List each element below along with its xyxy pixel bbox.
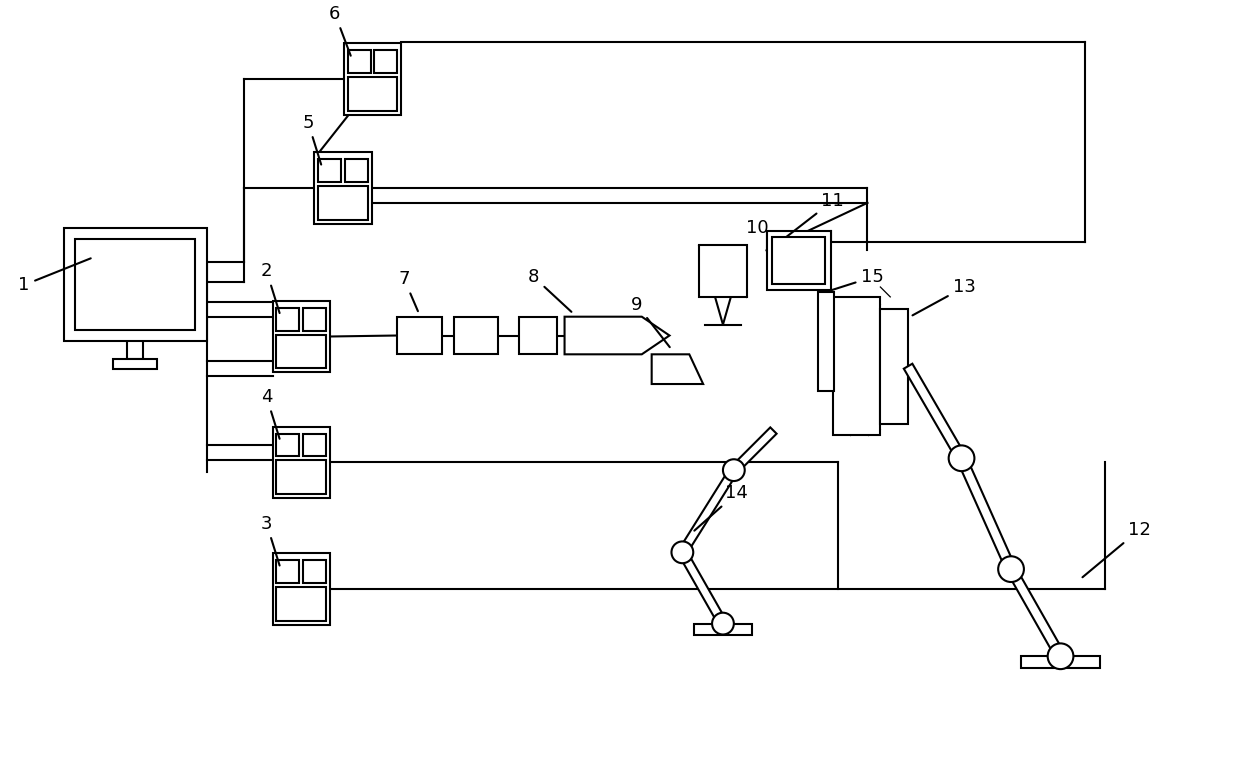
FancyBboxPatch shape <box>833 297 881 436</box>
FancyBboxPatch shape <box>276 587 326 620</box>
FancyBboxPatch shape <box>699 245 747 297</box>
FancyBboxPatch shape <box>276 460 326 494</box>
FancyBboxPatch shape <box>304 434 326 456</box>
Polygon shape <box>679 550 727 626</box>
Polygon shape <box>1007 567 1064 658</box>
FancyBboxPatch shape <box>63 228 207 341</box>
Circle shape <box>712 613 733 635</box>
Circle shape <box>1048 643 1073 669</box>
FancyBboxPatch shape <box>772 236 825 284</box>
FancyBboxPatch shape <box>318 186 368 219</box>
Text: 14: 14 <box>694 484 748 530</box>
Circle shape <box>672 542 694 563</box>
FancyBboxPatch shape <box>348 50 370 73</box>
Text: 11: 11 <box>787 192 844 237</box>
Polygon shape <box>679 468 737 555</box>
Polygon shape <box>957 456 1016 572</box>
FancyBboxPatch shape <box>304 560 326 583</box>
FancyBboxPatch shape <box>767 231 831 290</box>
Text: 7: 7 <box>399 270 418 311</box>
FancyBboxPatch shape <box>318 159 341 182</box>
FancyBboxPatch shape <box>343 43 401 115</box>
FancyBboxPatch shape <box>348 77 398 110</box>
Polygon shape <box>565 317 669 354</box>
FancyBboxPatch shape <box>273 427 330 498</box>
FancyBboxPatch shape <box>304 308 326 331</box>
FancyBboxPatch shape <box>315 152 372 223</box>
Text: 5: 5 <box>302 114 321 165</box>
Circle shape <box>722 459 745 481</box>
Text: 15: 15 <box>829 268 883 291</box>
Polygon shape <box>731 427 777 473</box>
Text: 12: 12 <box>1083 520 1151 578</box>
FancyBboxPatch shape <box>881 309 908 424</box>
Text: 4: 4 <box>261 388 280 439</box>
Polygon shape <box>652 354 704 384</box>
FancyBboxPatch shape <box>273 301 330 372</box>
Circle shape <box>999 556 1023 582</box>
FancyBboxPatch shape <box>818 292 834 391</box>
Text: 13: 13 <box>912 278 976 315</box>
FancyBboxPatch shape <box>694 623 752 636</box>
FancyBboxPatch shape <box>276 308 300 331</box>
FancyBboxPatch shape <box>374 50 398 73</box>
FancyBboxPatch shape <box>276 560 300 583</box>
Text: 6: 6 <box>330 5 351 56</box>
FancyBboxPatch shape <box>1021 656 1100 668</box>
FancyBboxPatch shape <box>76 239 196 330</box>
FancyBboxPatch shape <box>519 317 556 354</box>
Text: 10: 10 <box>746 219 769 236</box>
FancyBboxPatch shape <box>273 553 330 625</box>
Text: 8: 8 <box>528 268 571 312</box>
FancyBboxPatch shape <box>398 317 442 354</box>
FancyBboxPatch shape <box>344 159 368 182</box>
FancyBboxPatch shape <box>453 317 498 354</box>
Polygon shape <box>903 363 966 461</box>
Text: 2: 2 <box>261 262 280 313</box>
FancyBboxPatch shape <box>276 335 326 368</box>
Text: 1: 1 <box>19 258 90 294</box>
FancyBboxPatch shape <box>113 359 156 369</box>
FancyBboxPatch shape <box>276 434 300 456</box>
Text: 3: 3 <box>261 514 280 565</box>
Circle shape <box>949 446 974 471</box>
Text: 9: 9 <box>631 296 670 347</box>
